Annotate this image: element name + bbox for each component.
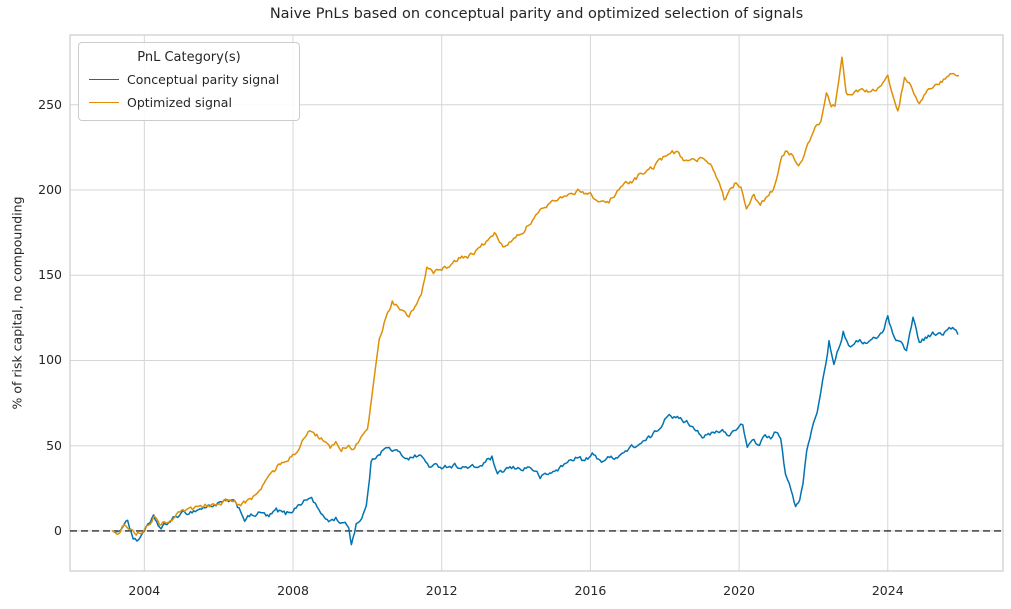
legend: PnL Category(s) Conceptual parity signal… [78, 42, 300, 121]
x-tick-label: 2004 [128, 583, 161, 598]
legend-line-swatch [89, 79, 119, 80]
chart-title: Naive PnLs based on conceptual parity an… [269, 6, 804, 22]
x-tick-label: 2024 [871, 583, 904, 598]
x-tick-label: 2020 [723, 583, 755, 598]
legend-item-label: Conceptual parity signal [127, 72, 280, 87]
y-tick-label: 200 [38, 181, 62, 197]
legend-item: Optimized signal [79, 91, 299, 114]
legend-item-label: Optimized signal [127, 95, 232, 110]
plot-border [69, 34, 1004, 572]
y-tick-label: 0 [54, 522, 62, 538]
series-line-conceptual-parity-signal [111, 315, 959, 546]
legend-items: Conceptual parity signal Optimized signal [79, 68, 299, 114]
y-tick-label: 50 [46, 437, 62, 453]
x-tick-label: 2012 [425, 583, 458, 598]
x-tick-label: 2016 [574, 583, 607, 598]
legend-line-swatch [89, 102, 119, 103]
x-tick-label: 2008 [277, 583, 309, 598]
series-line-optimized-signal [111, 56, 960, 536]
y-tick-label: 150 [38, 267, 62, 283]
y-tick-label: 250 [38, 96, 62, 112]
legend-item: Conceptual parity signal [79, 68, 299, 91]
legend-title: PnL Category(s) [137, 50, 241, 65]
y-tick-label: 100 [38, 352, 62, 368]
